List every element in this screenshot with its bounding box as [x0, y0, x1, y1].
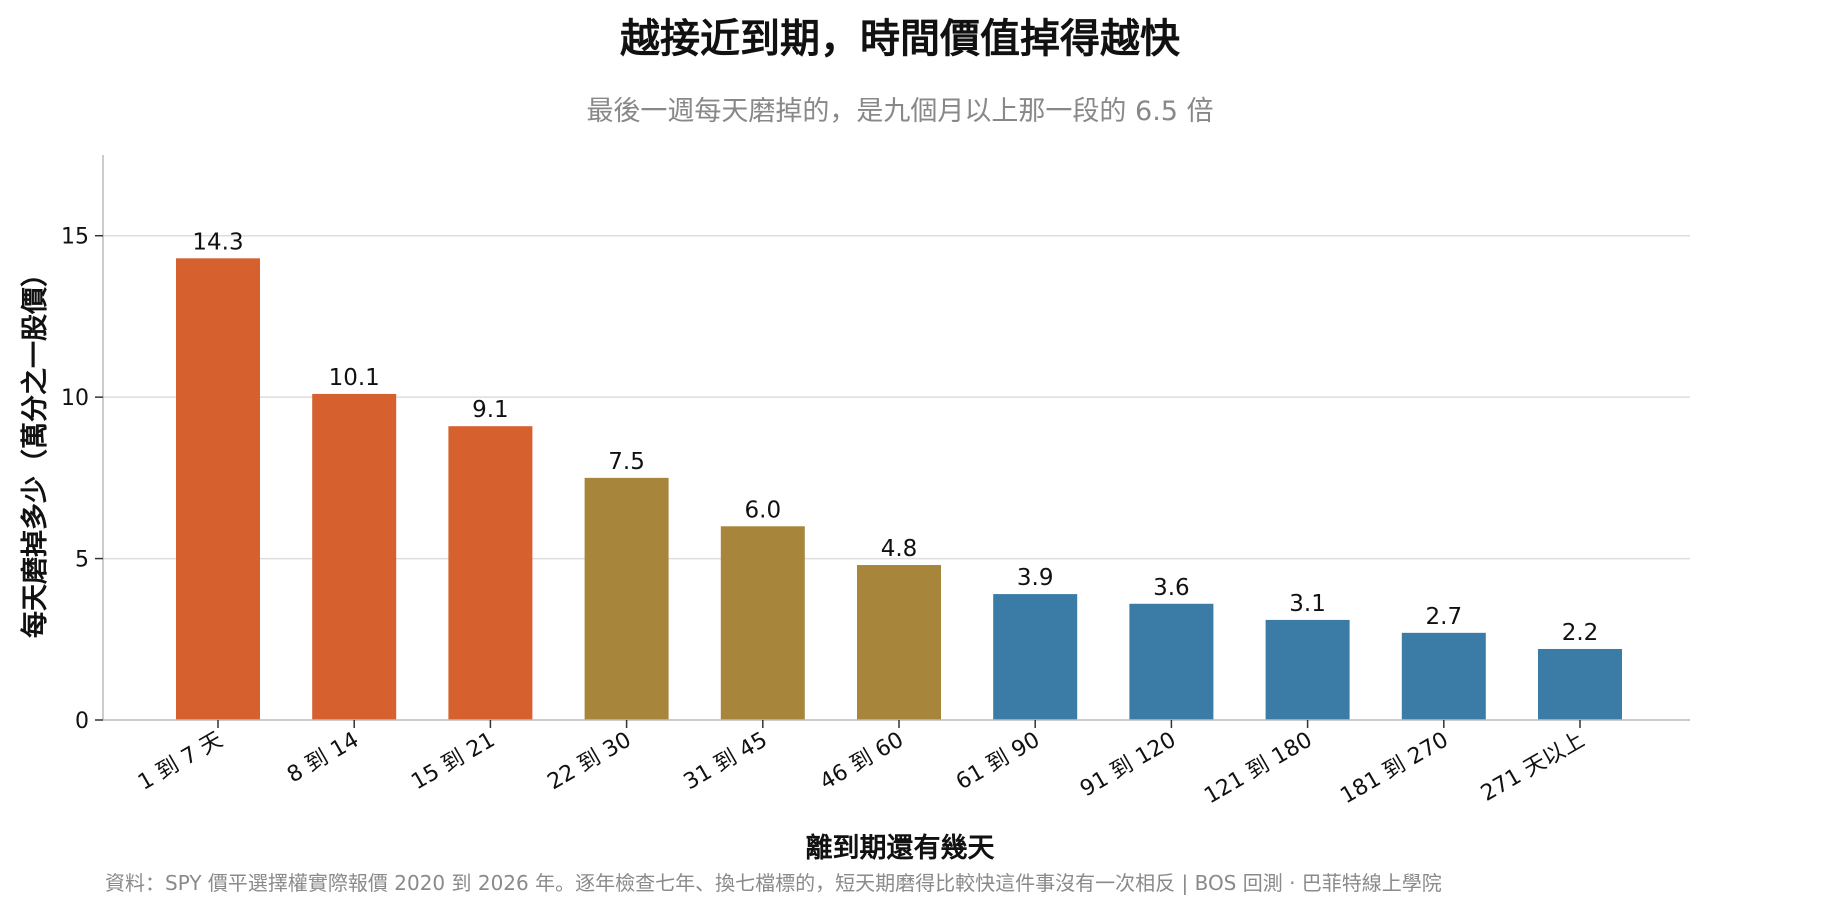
bar-9 [1265, 619, 1350, 720]
x-tick-label-5: 31 到 45 [680, 728, 772, 796]
x-tick-label-6: 46 到 60 [816, 728, 908, 796]
bar-5 [720, 526, 805, 720]
source-note: 資料：SPY 價平選擇權實際報價 2020 到 2026 年。逐年檢查七年、換七… [105, 871, 1442, 895]
chart-subtitle: 最後一週每天磨掉的，是九個月以上那一段的 6.5 倍 [586, 96, 1213, 127]
y-axis-label: 每天磨掉多少（萬分之一股價） [19, 260, 51, 638]
data-label-4: 7.5 [608, 449, 645, 475]
data-label-3: 9.1 [472, 397, 509, 423]
x-tick-label-3: 15 到 21 [407, 728, 499, 796]
bar-10 [1401, 632, 1486, 720]
x-axis-label: 離到期還有幾天 [806, 832, 995, 864]
x-tick-label-8: 91 到 120 [1076, 728, 1180, 803]
y-tick-label-5: 5 [75, 548, 89, 573]
x-tick-label-1: 1 到 7 天 [134, 728, 227, 796]
bar-1 [176, 258, 260, 720]
data-label-11: 2.2 [1562, 620, 1599, 646]
data-label-1: 14.3 [192, 229, 243, 255]
bar-8 [1129, 603, 1214, 720]
data-label-10: 2.7 [1426, 604, 1463, 630]
data-labels: 14.3 10.1 9.1 7.5 6.0 4.8 3.9 3.6 3.1 2.7 2.2 [192, 229, 1598, 646]
bar-6 [857, 565, 941, 720]
data-label-9: 3.1 [1289, 591, 1326, 617]
axes [102, 155, 1690, 721]
bar-7 [993, 594, 1078, 720]
data-label-5: 6.0 [745, 497, 782, 523]
x-tick-label-4: 22 到 30 [543, 728, 635, 796]
bar-2 [312, 393, 397, 720]
y-tick-label-0: 0 [75, 709, 89, 734]
chart-title: 越接近到期，時間價值掉得越快 [620, 16, 1181, 62]
x-tick-label-9: 121 到 180 [1200, 728, 1316, 810]
bar-3 [448, 426, 533, 720]
x-tick-label-7: 61 到 90 [952, 728, 1044, 796]
x-tick-label-2: 8 到 14 [283, 728, 363, 789]
x-tick-label-10: 181 到 270 [1336, 728, 1452, 810]
y-ticks: 0 5 10 15 [61, 225, 103, 734]
x-tick-label-11: 271 天以上 [1477, 728, 1589, 807]
y-tick-label-10: 10 [61, 386, 89, 411]
y-tick-label-15: 15 [61, 225, 89, 250]
data-label-2: 10.1 [329, 365, 380, 391]
x-ticks: 1 到 7 天 8 到 14 15 到 21 22 到 30 31 到 45 46 到 6… [134, 720, 1589, 809]
bar-11 [1538, 648, 1622, 720]
data-label-8: 3.6 [1153, 575, 1190, 601]
bars [176, 258, 1622, 720]
data-label-6: 4.8 [881, 536, 918, 562]
data-label-7: 3.9 [1017, 565, 1054, 591]
bar-4 [584, 477, 669, 720]
